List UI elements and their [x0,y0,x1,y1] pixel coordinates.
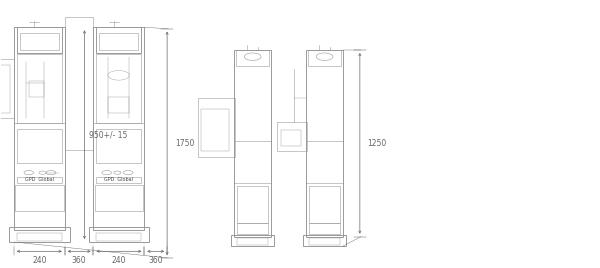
Bar [94,27,145,230]
Text: 360: 360 [72,256,86,265]
Bar [17,27,62,53]
Bar [236,50,269,66]
Bar [29,81,44,97]
Bar [17,233,62,241]
Bar [95,185,143,211]
Bar [281,130,301,146]
Text: GPD  Global: GPD Global [104,177,133,182]
Text: 240: 240 [112,256,126,265]
Bar [109,97,130,113]
Bar [309,186,340,223]
Text: GPD  Global: GPD Global [25,177,54,182]
Bar [303,235,346,246]
Bar [100,33,139,50]
Bar [237,238,268,245]
Bar [231,235,274,246]
Bar [309,223,340,234]
Text: 360: 360 [148,256,163,265]
Bar [277,122,307,151]
Bar [9,227,70,242]
Text: 950+/- 15: 950+/- 15 [89,130,128,139]
Bar [97,129,142,163]
Bar [309,238,340,245]
Bar [89,227,149,242]
Bar [308,50,341,66]
Bar [234,50,271,237]
Bar [17,54,62,123]
Bar [15,185,64,211]
Text: 1750: 1750 [175,139,194,148]
Text: 1250: 1250 [368,139,387,148]
Bar [97,54,142,123]
Bar [20,33,59,50]
Bar [97,27,142,53]
Bar [306,50,343,237]
Bar [237,223,268,234]
Bar [237,186,268,223]
Bar [97,233,142,241]
Bar [97,177,142,183]
Bar [17,129,62,163]
Bar [17,177,62,183]
Bar [65,17,94,150]
Bar [0,59,14,118]
Bar [0,65,10,113]
Bar [198,98,235,157]
Bar [200,109,229,151]
Text: 240: 240 [32,256,47,265]
Bar [14,27,65,230]
